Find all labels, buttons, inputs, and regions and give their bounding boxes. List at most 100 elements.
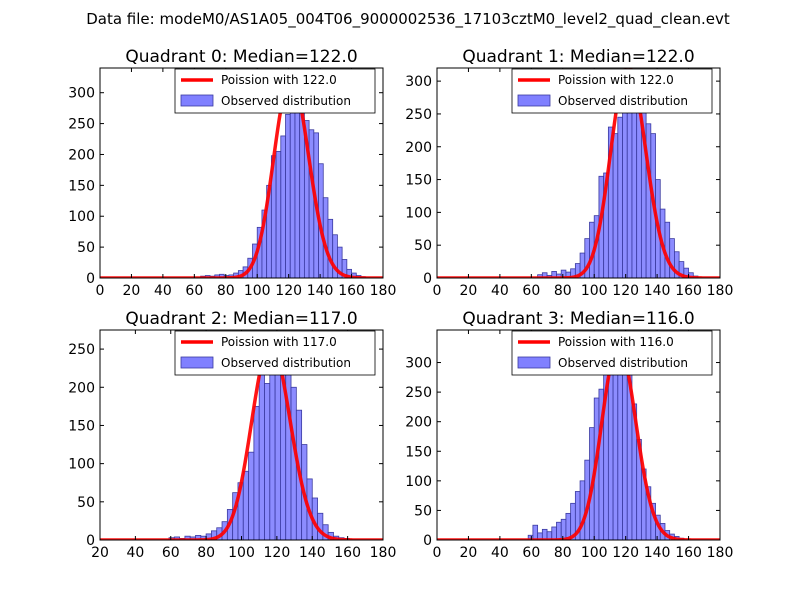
histogram-bars bbox=[200, 89, 367, 278]
x-tick-label: 40 bbox=[126, 545, 144, 561]
quadrant-0-plot: 0 20 40 60 80 100 120 140 160 1800501001502002503… bbox=[68, 47, 396, 299]
histogram-bar bbox=[565, 512, 572, 540]
legend-entry-poisson: Poission with 117.0 bbox=[221, 335, 337, 349]
y-tick-label: 150 bbox=[68, 178, 95, 194]
histogram-bar bbox=[556, 521, 562, 540]
legend-entry-observed: Observed distribution bbox=[558, 356, 688, 370]
histogram-bar bbox=[327, 218, 334, 278]
quadrant-3-plot: 0 20 40 60 80 100 120 140 160 1800501001502002503… bbox=[405, 309, 733, 561]
y-tick-label: 300 bbox=[68, 86, 95, 102]
x-tick-label: 180 bbox=[370, 283, 397, 299]
legend: Poission with 122.0 Observed distribution bbox=[511, 68, 713, 114]
x-tick-label: 20 bbox=[123, 283, 141, 299]
x-tick-label: 160 bbox=[675, 283, 702, 299]
legend-entry-poisson: Poission with 122.0 bbox=[221, 73, 337, 87]
y-tick-label: 200 bbox=[68, 147, 95, 163]
histogram-bar bbox=[285, 356, 292, 540]
subplot-title: Quadrant 0: Median=122.0 bbox=[125, 47, 357, 67]
legend-entry-poisson: Poission with 116.0 bbox=[558, 335, 674, 349]
y-tick-label: 50 bbox=[414, 503, 432, 519]
histogram-bar bbox=[275, 150, 282, 278]
axes-frame bbox=[99, 67, 384, 279]
y-tick-label: 100 bbox=[68, 457, 95, 473]
x-tick-label: 180 bbox=[707, 283, 734, 299]
x-tick-label: 140 bbox=[307, 283, 334, 299]
x-tick-label: 100 bbox=[228, 545, 255, 561]
poisson-curve bbox=[437, 68, 720, 278]
y-tick-label: 100 bbox=[405, 474, 432, 490]
y-tick-label: 100 bbox=[405, 205, 432, 221]
x-tick-label: 160 bbox=[675, 545, 702, 561]
x-tick-label: 20 bbox=[460, 545, 478, 561]
x-tick-label: 80 bbox=[197, 545, 215, 561]
y-tick-label: 150 bbox=[68, 418, 95, 434]
legend-entry-observed: Observed distribution bbox=[221, 356, 351, 370]
x-tick-label: 80 bbox=[554, 545, 572, 561]
y-tick-label: 200 bbox=[405, 140, 432, 156]
y-tick-label: 0 bbox=[86, 533, 95, 549]
x-tick-label: 100 bbox=[581, 283, 608, 299]
poisson-curve bbox=[100, 75, 383, 278]
x-tick-label: 20 bbox=[460, 283, 478, 299]
y-tick-label: 0 bbox=[423, 271, 432, 287]
histogram-bar bbox=[669, 238, 675, 278]
histogram-bar bbox=[622, 362, 628, 540]
x-tick-label: 80 bbox=[217, 283, 235, 299]
x-tick-label: 60 bbox=[522, 283, 540, 299]
x-tick-label: 120 bbox=[612, 283, 639, 299]
y-tick-label: 300 bbox=[405, 74, 432, 90]
poisson-curve bbox=[437, 343, 720, 540]
quadrant-1-plot: 0 20 40 60 80 100 120 140 160 1800501001502002503… bbox=[405, 47, 733, 299]
x-tick-label: 160 bbox=[334, 545, 361, 561]
legend: Poission with 116.0 Observed distribution bbox=[511, 330, 713, 376]
histogram-bars bbox=[537, 87, 699, 278]
subplot-title: Quadrant 1: Median=122.0 bbox=[462, 47, 694, 67]
histogram-bar bbox=[631, 87, 638, 278]
histogram-bar bbox=[607, 368, 614, 540]
x-tick-label: 0 bbox=[433, 283, 442, 299]
histogram-bar bbox=[617, 116, 623, 278]
y-tick-label: 50 bbox=[77, 240, 95, 256]
x-tick-label: 40 bbox=[491, 545, 509, 561]
x-tick-label: 100 bbox=[244, 283, 271, 299]
histogram-bar bbox=[290, 386, 297, 540]
x-tick-label: 120 bbox=[264, 545, 291, 561]
x-tick-label: 180 bbox=[370, 545, 397, 561]
y-tick-label: 0 bbox=[86, 271, 95, 287]
histogram-bar bbox=[560, 518, 567, 540]
figure-title: Data file: modeM0/AS1A05_004T06_90000025… bbox=[86, 10, 730, 29]
legend-entry-observed: Observed distribution bbox=[558, 94, 688, 108]
y-tick-label: 250 bbox=[405, 107, 432, 123]
quadrant-2-plot: 20 40 60 80 100 120 140 160 180 0 50 100 150 200 250 Qu… bbox=[68, 309, 396, 561]
histogram-bar bbox=[579, 480, 586, 540]
x-tick-label: 140 bbox=[644, 283, 671, 299]
x-tick-label: 140 bbox=[644, 545, 671, 561]
histogram-bar bbox=[532, 524, 539, 540]
histogram-bar bbox=[258, 356, 265, 540]
y-tick-label: 150 bbox=[405, 444, 432, 460]
x-tick-label: 140 bbox=[299, 545, 326, 561]
y-tick-label: 50 bbox=[77, 495, 95, 511]
x-tick-label: 80 bbox=[554, 283, 572, 299]
histogram-bar bbox=[289, 98, 296, 278]
histogram-bar bbox=[285, 113, 291, 278]
poisson-curve bbox=[100, 341, 383, 540]
x-tick-label: 60 bbox=[522, 545, 540, 561]
y-tick-label: 250 bbox=[405, 385, 432, 401]
legend-entry-poisson: Poission with 122.0 bbox=[558, 73, 674, 87]
axes-frame bbox=[436, 329, 721, 541]
y-tick-label: 250 bbox=[68, 117, 95, 133]
legend: Poission with 117.0 Observed distribution bbox=[174, 330, 376, 376]
histogram-bar bbox=[622, 103, 628, 278]
subplot-title: Quadrant 2: Median=117.0 bbox=[125, 309, 357, 329]
histogram-bar bbox=[551, 526, 557, 540]
x-tick-label: 0 bbox=[96, 283, 105, 299]
histogram-bar bbox=[242, 470, 249, 540]
x-tick-label: 60 bbox=[162, 545, 180, 561]
y-tick-label: 200 bbox=[405, 415, 432, 431]
histogram-bar bbox=[636, 100, 642, 278]
x-tick-label: 60 bbox=[185, 283, 203, 299]
histogram-bar bbox=[274, 363, 281, 540]
histogram-bar bbox=[253, 405, 260, 540]
